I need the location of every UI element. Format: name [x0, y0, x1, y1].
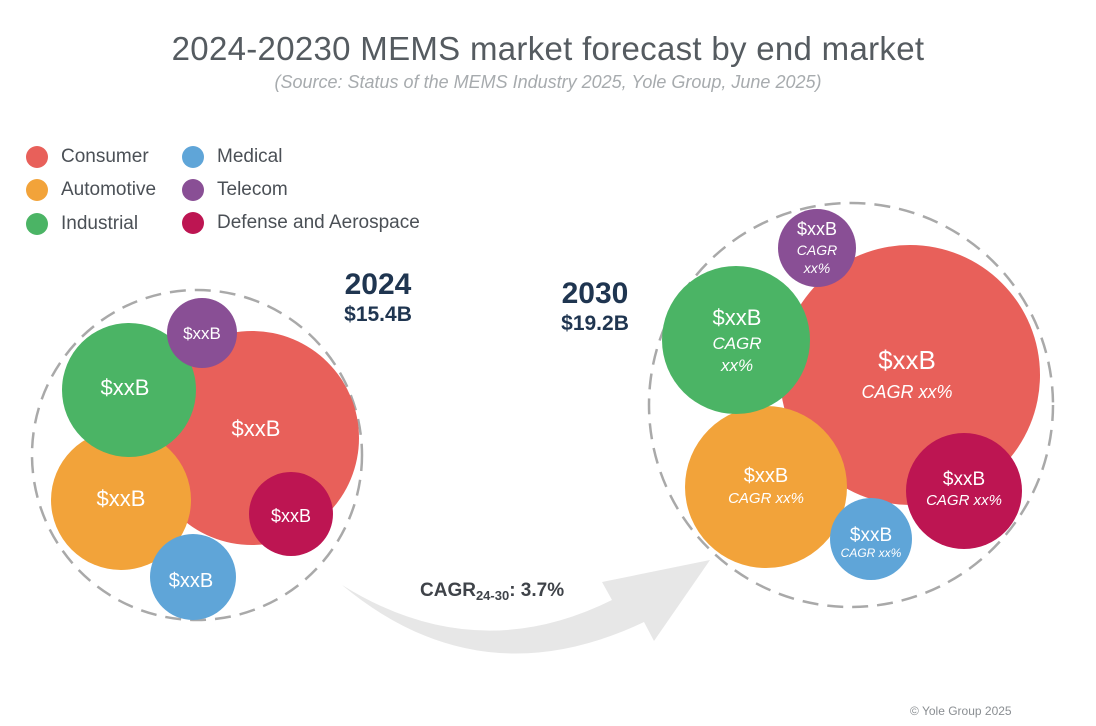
bubble-2024-consumer-value: $xxB [232, 416, 281, 441]
medical-color-dot [182, 146, 204, 168]
cagr-period: 24-30 [475, 588, 510, 603]
bubble-2030-industrial-value: $xxB [713, 305, 762, 330]
bubble-2024-automotive-value: $xxB [97, 486, 146, 511]
legend-item-telecom: Telecom [182, 179, 288, 201]
consumer-color-dot [26, 146, 48, 168]
bubble-2030-telecom-value: $xxB [797, 219, 837, 239]
bubble-2030-industrial-cagr-line2: xx% [720, 356, 753, 375]
legend-label: Consumer [61, 146, 149, 167]
bubble-2030-defense-aerospace [906, 433, 1022, 549]
legend-label: Defense and Aerospace [217, 212, 420, 233]
bubble-2030-automotive-value: $xxB [744, 465, 788, 487]
year-2030-label: 2030 [561, 277, 629, 310]
copyright-text: © Yole Group 2025 [910, 704, 1012, 718]
year-2030-block: 2030 $19.2B [535, 277, 655, 337]
group-2030-outline [647, 201, 1055, 609]
legend-item-defense-aerospace: Defense and Aerospace [182, 212, 420, 234]
bubble-2024-medical-value: $xxB [169, 570, 213, 592]
bubble-2030-defense-aerospace-cagr: CAGR xx% [926, 492, 1002, 509]
page-title: 2024-20230 MEMS market forecast by end m… [171, 30, 925, 67]
bubble-2030-medical-value: $xxB [850, 525, 892, 546]
industrial-color-dot [26, 213, 48, 235]
bubble-2024-telecom [167, 298, 237, 368]
bubble-2024-defense-aerospace [249, 472, 333, 556]
bubble-2024-industrial [62, 323, 196, 457]
legend-item-automotive: Automotive [26, 179, 156, 201]
bubble-2024-industrial-value: $xxB [101, 375, 150, 400]
cagr-label: CAGR24-30: 3.7% [420, 580, 564, 603]
bubble-2024-defense-aerospace-value: $xxB [271, 506, 311, 526]
bubble-2030-automotive-cagr: CAGR xx% [728, 490, 804, 507]
bubble-group-2030: $xxB CAGR xx% $xxB CAGR xx% $xxB CAGR xx… [647, 201, 1055, 609]
legend-label: Telecom [217, 179, 288, 200]
bubble-2024-medical [150, 534, 236, 620]
growth-arrow [342, 560, 710, 654]
year-2024-block: 2024 $15.4B [318, 268, 438, 328]
legend-label: Automotive [61, 179, 157, 200]
bubble-2030-consumer-cagr: CAGR xx% [861, 382, 952, 402]
legend-item-medical: Medical [182, 146, 282, 168]
legend-item-industrial: Industrial [26, 213, 138, 235]
cagr-value: : 3.7% [509, 580, 565, 601]
bubble-2030-consumer-value: $xxB [878, 345, 936, 375]
year-2024-total: $15.4B [344, 303, 412, 326]
telecom-color-dot [182, 179, 204, 201]
legend-item-consumer: Consumer [26, 146, 149, 168]
automotive-color-dot [26, 179, 48, 201]
defense-aerospace-color-dot [182, 212, 204, 234]
bubble-2024-telecom-value: $xxB [183, 324, 221, 343]
year-2024-label: 2024 [344, 268, 412, 301]
bubble-2024-automotive [51, 430, 191, 570]
cagr-prefix: CAGR [420, 580, 476, 601]
legend-label: Medical [217, 146, 283, 167]
bubble-2030-automotive [685, 406, 847, 568]
group-2024-outline [30, 288, 364, 622]
bubble-2030-telecom-cagr-line2: xx% [803, 260, 830, 276]
bubble-group-2024: $xxB $xxB $xxB $xxB $xxB $xxB [30, 288, 364, 622]
bubble-2030-industrial [662, 266, 810, 414]
bubble-2030-industrial-cagr-line1: CAGR [712, 334, 761, 353]
legend-label: Industrial [61, 213, 139, 234]
year-2030-total: $19.2B [561, 312, 629, 335]
bubble-2030-medical-cagr: CAGR xx% [841, 546, 902, 560]
bubble-2030-defense-aerospace-value: $xxB [943, 469, 985, 490]
bubble-2030-telecom [778, 209, 856, 287]
page-subtitle: (Source: Status of the MEMS Industry 202… [274, 72, 822, 92]
bubble-2030-telecom-cagr-line1: CAGR [797, 242, 837, 258]
bubble-2030-medical [830, 498, 912, 580]
